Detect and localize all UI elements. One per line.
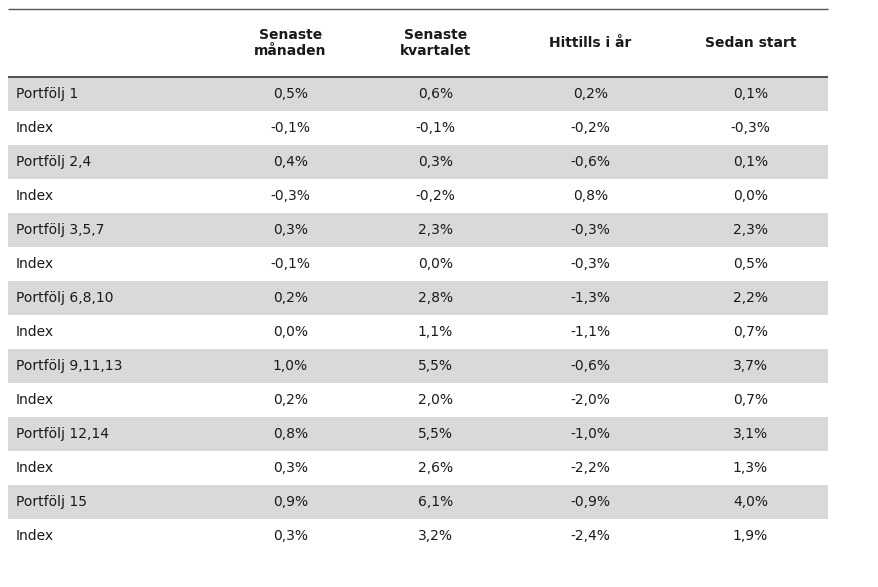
Bar [8,111,827,145]
Text: -0,3%: -0,3% [730,121,769,135]
Text: 0,4%: 0,4% [273,155,307,169]
Text: -1,0%: -1,0% [570,427,610,441]
Text: 0,1%: 0,1% [732,155,767,169]
Text: Portfölj 3,5,7: Portfölj 3,5,7 [16,223,104,237]
Text: 4,0%: 4,0% [732,495,767,509]
Text: -2,4%: -2,4% [570,529,609,543]
Text: -0,3%: -0,3% [270,189,310,203]
Text: 0,8%: 0,8% [273,427,307,441]
Text: Index: Index [16,529,54,543]
Bar [8,383,827,417]
Text: Index: Index [16,393,54,407]
Text: 0,3%: 0,3% [273,529,307,543]
Text: -1,3%: -1,3% [570,291,610,305]
Text: Portfölj 15: Portfölj 15 [16,495,87,509]
Text: 2,2%: 2,2% [732,291,767,305]
Text: Portfölj 9,11,13: Portfölj 9,11,13 [16,359,122,373]
Text: -0,1%: -0,1% [270,257,310,271]
Text: 0,3%: 0,3% [418,155,452,169]
Text: Index: Index [16,189,54,203]
Text: 6,1%: 6,1% [417,495,453,509]
Text: 1,1%: 1,1% [417,325,453,339]
Text: 0,0%: 0,0% [273,325,307,339]
Text: -0,3%: -0,3% [570,257,609,271]
Text: 0,2%: 0,2% [572,87,608,101]
Bar [8,451,827,485]
Text: Portfölj 6,8,10: Portfölj 6,8,10 [16,291,113,305]
Text: 0,5%: 0,5% [732,257,767,271]
Text: 5,5%: 5,5% [418,359,452,373]
Text: 2,6%: 2,6% [417,461,452,475]
Text: Sedan start: Sedan start [704,36,795,50]
Text: Portfölj 1: Portfölj 1 [16,87,78,101]
Text: 3,1%: 3,1% [732,427,767,441]
Text: -2,2%: -2,2% [570,461,609,475]
Text: Senaste
månaden: Senaste månaden [254,28,327,58]
Text: 1,0%: 1,0% [273,359,307,373]
Bar [8,145,827,179]
Text: 0,6%: 0,6% [417,87,452,101]
Text: 5,5%: 5,5% [418,427,452,441]
Text: -0,2%: -0,2% [570,121,609,135]
Text: 2,0%: 2,0% [418,393,452,407]
Text: Index: Index [16,461,54,475]
Text: Index: Index [16,257,54,271]
Bar [8,485,827,519]
Bar [8,9,827,77]
Text: Index: Index [16,325,54,339]
Text: 0,0%: 0,0% [732,189,767,203]
Text: 0,1%: 0,1% [732,87,767,101]
Text: 2,3%: 2,3% [418,223,452,237]
Text: 3,7%: 3,7% [732,359,767,373]
Text: 0,7%: 0,7% [732,393,767,407]
Bar [8,281,827,315]
Bar [8,247,827,281]
Text: -2,0%: -2,0% [570,393,609,407]
Bar [8,315,827,349]
Bar [8,349,827,383]
Text: 0,3%: 0,3% [273,223,307,237]
Text: -0,3%: -0,3% [570,223,609,237]
Text: -0,1%: -0,1% [270,121,310,135]
Text: Senaste
kvartalet: Senaste kvartalet [399,28,471,58]
Text: Index: Index [16,121,54,135]
Text: 0,9%: 0,9% [273,495,307,509]
Text: -0,6%: -0,6% [570,359,610,373]
Text: 0,7%: 0,7% [732,325,767,339]
Text: -1,1%: -1,1% [570,325,610,339]
Text: 2,8%: 2,8% [417,291,452,305]
Text: 0,3%: 0,3% [273,461,307,475]
Text: 3,2%: 3,2% [418,529,452,543]
Text: 2,3%: 2,3% [732,223,767,237]
Text: 1,3%: 1,3% [732,461,767,475]
Text: Portfölj 12,14: Portfölj 12,14 [16,427,109,441]
Text: Portfölj 2,4: Portfölj 2,4 [16,155,91,169]
Text: 0,2%: 0,2% [273,291,307,305]
Text: -0,2%: -0,2% [415,189,455,203]
Bar [8,77,827,111]
Bar [8,519,827,553]
Text: -0,9%: -0,9% [570,495,610,509]
Text: 0,2%: 0,2% [273,393,307,407]
Text: 0,0%: 0,0% [418,257,452,271]
Text: 1,9%: 1,9% [732,529,767,543]
Text: -0,1%: -0,1% [415,121,455,135]
Bar [8,417,827,451]
Bar [8,179,827,213]
Text: 0,8%: 0,8% [572,189,608,203]
Text: 0,5%: 0,5% [273,87,307,101]
Text: Hittills i år: Hittills i år [549,36,631,50]
Text: -0,6%: -0,6% [570,155,610,169]
Bar [8,213,827,247]
